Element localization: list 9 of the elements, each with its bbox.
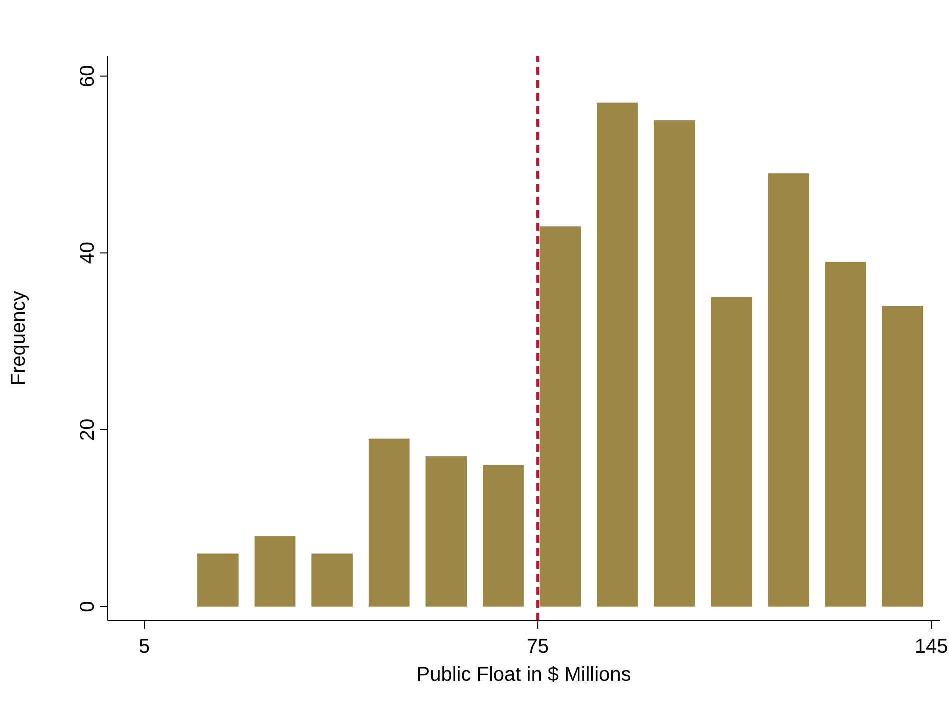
y-tick-label: 0 [77, 601, 99, 612]
y-tick-label: 20 [77, 418, 99, 442]
x-tick-label: 145 [914, 636, 948, 658]
x-tick-label: 75 [526, 636, 550, 658]
x-axis-title: Public Float in $ Millions [416, 664, 632, 686]
y-axis-title: Frequency [8, 291, 30, 386]
y-tick-label: 60 [77, 65, 99, 88]
y-tick-label: 40 [77, 242, 99, 264]
x-tick-label: 5 [138, 636, 150, 658]
